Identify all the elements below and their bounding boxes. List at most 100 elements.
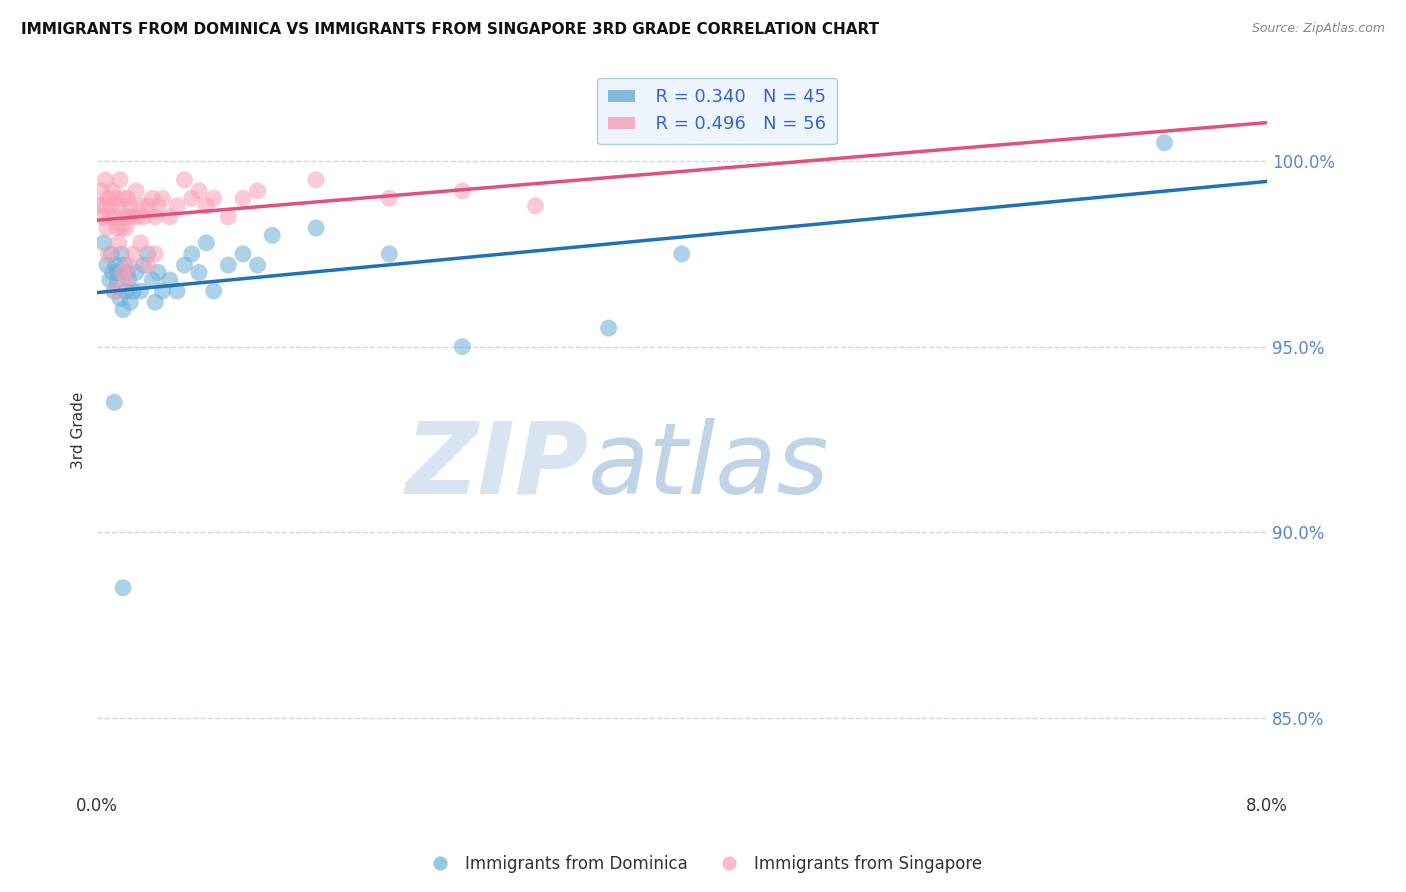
- Point: [120, 199, 142, 213]
- Point: [159, 210, 181, 224]
- Point: [159, 273, 181, 287]
- Legend:   R = 0.340   N = 45,   R = 0.496   N = 56: R = 0.340 N = 45, R = 0.496 N = 56: [598, 78, 837, 145]
- Point: [305, 221, 328, 235]
- Point: [232, 191, 254, 205]
- Point: [107, 199, 129, 213]
- Point: [202, 191, 225, 205]
- Point: [118, 258, 141, 272]
- Point: [104, 191, 127, 205]
- Point: [217, 258, 239, 272]
- Point: [143, 210, 166, 224]
- Point: [671, 247, 693, 261]
- Point: [125, 265, 148, 279]
- Point: [524, 199, 547, 213]
- Point: [114, 258, 136, 272]
- Point: [127, 210, 149, 224]
- Point: [97, 247, 120, 261]
- Point: [173, 173, 195, 187]
- Point: [120, 295, 142, 310]
- Point: [103, 284, 125, 298]
- Point: [122, 284, 145, 298]
- Point: [232, 247, 254, 261]
- Point: [117, 191, 139, 205]
- Text: Source: ZipAtlas.com: Source: ZipAtlas.com: [1251, 22, 1385, 36]
- Point: [143, 295, 166, 310]
- Point: [117, 265, 139, 279]
- Point: [132, 258, 155, 272]
- Point: [118, 273, 141, 287]
- Point: [100, 247, 122, 261]
- Point: [110, 247, 132, 261]
- Point: [180, 191, 202, 205]
- Point: [146, 265, 169, 279]
- Point: [195, 235, 218, 250]
- Point: [118, 210, 141, 224]
- Point: [598, 321, 620, 335]
- Point: [136, 199, 159, 213]
- Point: [96, 221, 118, 235]
- Point: [98, 210, 121, 224]
- Point: [143, 247, 166, 261]
- Point: [129, 199, 152, 213]
- Point: [451, 184, 474, 198]
- Point: [100, 199, 122, 213]
- Point: [108, 173, 131, 187]
- Point: [451, 340, 474, 354]
- Point: [217, 210, 239, 224]
- Point: [141, 273, 163, 287]
- Point: [122, 247, 145, 261]
- Point: [107, 235, 129, 250]
- Legend: Immigrants from Dominica, Immigrants from Singapore: Immigrants from Dominica, Immigrants fro…: [416, 848, 990, 880]
- Point: [103, 210, 125, 224]
- Point: [91, 210, 114, 224]
- Point: [136, 247, 159, 261]
- Y-axis label: 3rd Grade: 3rd Grade: [72, 392, 86, 469]
- Point: [115, 273, 138, 287]
- Point: [111, 581, 134, 595]
- Point: [378, 247, 401, 261]
- Point: [262, 228, 284, 243]
- Point: [101, 265, 124, 279]
- Point: [103, 395, 125, 409]
- Point: [111, 191, 134, 205]
- Point: [107, 265, 129, 279]
- Point: [152, 191, 174, 205]
- Point: [166, 199, 188, 213]
- Point: [101, 184, 124, 198]
- Text: IMMIGRANTS FROM DOMINICA VS IMMIGRANTS FROM SINGAPORE 3RD GRADE CORRELATION CHAR: IMMIGRANTS FROM DOMINICA VS IMMIGRANTS F…: [21, 22, 879, 37]
- Point: [173, 258, 195, 272]
- Point: [103, 284, 125, 298]
- Point: [188, 265, 211, 279]
- Point: [146, 199, 169, 213]
- Point: [180, 247, 202, 261]
- Point: [97, 191, 120, 205]
- Point: [129, 235, 152, 250]
- Point: [90, 184, 112, 198]
- Point: [136, 258, 159, 272]
- Point: [188, 184, 211, 198]
- Point: [246, 184, 269, 198]
- Point: [305, 173, 328, 187]
- Point: [108, 292, 131, 306]
- Point: [152, 284, 174, 298]
- Point: [111, 265, 134, 279]
- Point: [105, 273, 128, 287]
- Point: [125, 184, 148, 198]
- Point: [114, 210, 136, 224]
- Point: [104, 258, 127, 272]
- Point: [93, 199, 115, 213]
- Point: [93, 235, 115, 250]
- Point: [98, 273, 121, 287]
- Point: [94, 173, 117, 187]
- Point: [132, 210, 155, 224]
- Point: [115, 284, 138, 298]
- Point: [105, 221, 128, 235]
- Point: [89, 199, 111, 213]
- Point: [110, 221, 132, 235]
- Text: atlas: atlas: [588, 417, 830, 515]
- Point: [246, 258, 269, 272]
- Point: [195, 199, 218, 213]
- Point: [141, 191, 163, 205]
- Point: [111, 302, 134, 317]
- Point: [122, 210, 145, 224]
